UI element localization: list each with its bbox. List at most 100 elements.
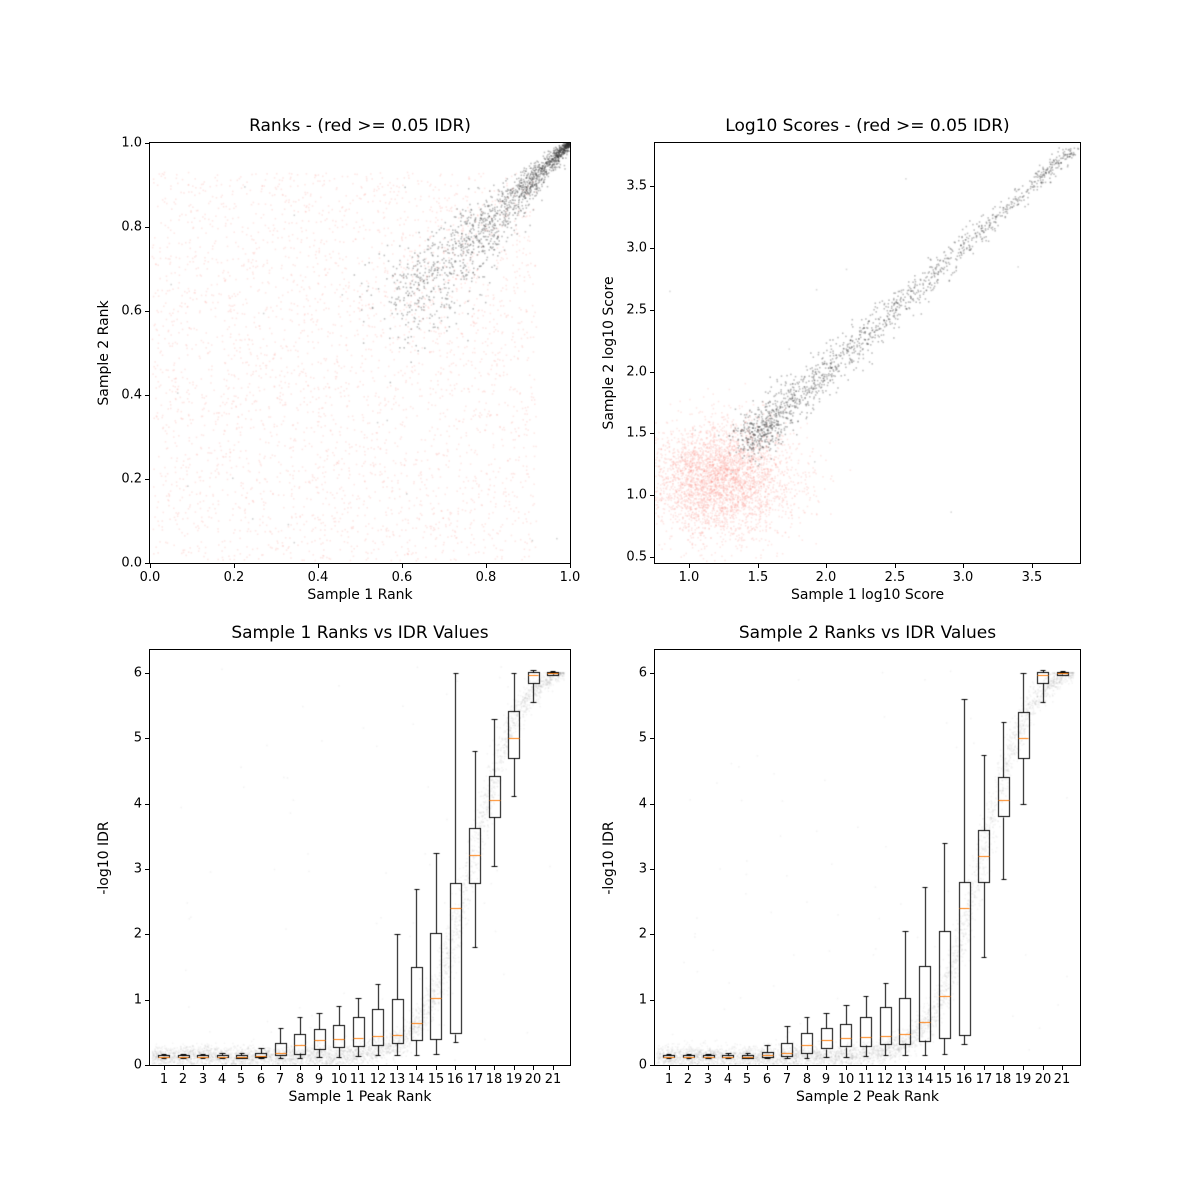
x-tick-mark — [234, 564, 235, 568]
x-tick-mark — [895, 564, 896, 568]
x-tick-label: 20 — [524, 1072, 542, 1087]
x-tick-label: 6 — [256, 1072, 266, 1087]
x-tick-mark — [1023, 1066, 1024, 1070]
x-tick-label: 2 — [683, 1072, 693, 1087]
y-tick-mark — [145, 869, 149, 870]
x-tick-mark — [402, 564, 403, 568]
x-tick-mark — [318, 564, 319, 568]
x-tick-mark — [486, 564, 487, 568]
x-tick-label: 8 — [295, 1072, 305, 1087]
y-tick-label: 1.0 — [121, 135, 142, 151]
x-tick-label: 8 — [802, 1072, 812, 1087]
x-tick-mark — [688, 1066, 689, 1070]
y-tick-label: 2 — [638, 926, 647, 942]
y-tick-label: 1 — [133, 992, 142, 1008]
x-tick-label: 16 — [446, 1072, 464, 1087]
y-tick-mark — [650, 804, 654, 805]
x-tick-label: 20 — [1034, 1072, 1052, 1087]
x-tick-mark — [300, 1066, 301, 1070]
x-tick-label: 3.5 — [1021, 570, 1043, 585]
x-tick-label: 16 — [955, 1072, 973, 1087]
x-tick-mark — [984, 1066, 985, 1070]
y-tick-mark — [145, 143, 149, 144]
y-tick-mark — [650, 372, 654, 373]
y-tick-mark — [145, 227, 149, 228]
y-tick-mark — [145, 934, 149, 935]
x-tick-mark — [514, 1066, 515, 1070]
y-tick-label: 5 — [133, 730, 142, 746]
xlabel-log10-scores: Sample 1 log10 Score — [790, 587, 945, 603]
x-tick-mark — [436, 1066, 437, 1070]
xlabel-sample2-idr: Sample 2 Peak Rank — [796, 1089, 939, 1105]
plot-canvas-sample2-idr — [654, 649, 1081, 1066]
x-tick-label: 0.4 — [307, 570, 329, 585]
y-tick-mark — [650, 433, 654, 434]
x-tick-mark — [826, 564, 827, 568]
xlabel-ranks: Sample 1 Rank — [307, 587, 413, 603]
x-tick-mark — [553, 1066, 554, 1070]
y-tick-label: 4 — [638, 796, 647, 812]
plot-title-ranks: Ranks - (red >= 0.05 IDR) — [249, 116, 471, 136]
y-tick-mark — [650, 495, 654, 496]
x-tick-label: 1.5 — [747, 570, 769, 585]
y-tick-mark — [650, 248, 654, 249]
xlabel-sample1-idr: Sample 1 Peak Rank — [288, 1089, 432, 1105]
x-tick-mark — [533, 1066, 534, 1070]
x-tick-mark — [925, 1066, 926, 1070]
x-tick-mark — [767, 1066, 768, 1070]
x-tick-label: 4 — [217, 1072, 227, 1087]
x-tick-label: 9 — [821, 1072, 831, 1087]
x-tick-mark — [203, 1066, 204, 1070]
x-tick-label: 0.8 — [475, 570, 497, 585]
y-tick-label: 3 — [638, 861, 647, 877]
x-tick-mark — [846, 1066, 847, 1070]
y-tick-label: 6 — [638, 665, 647, 681]
x-tick-label: 17 — [466, 1072, 484, 1087]
y-tick-mark — [145, 1065, 149, 1066]
x-tick-mark — [222, 1066, 223, 1070]
y-tick-label: 0 — [133, 1057, 142, 1073]
y-tick-mark — [145, 738, 149, 739]
plot-canvas-sample1-idr — [149, 649, 571, 1066]
x-tick-mark — [689, 564, 690, 568]
x-tick-label: 0.0 — [139, 570, 161, 585]
x-tick-mark — [261, 1066, 262, 1070]
y-tick-mark — [650, 557, 654, 558]
x-tick-mark — [963, 564, 964, 568]
x-tick-label: 0.2 — [223, 570, 245, 585]
x-tick-label: 3.0 — [952, 570, 974, 585]
x-tick-label: 1.0 — [559, 570, 581, 585]
x-tick-label: 15 — [935, 1072, 953, 1087]
x-tick-mark — [964, 1066, 965, 1070]
y-tick-label: 2.5 — [626, 302, 647, 318]
y-tick-mark — [650, 186, 654, 187]
x-tick-mark — [905, 1066, 906, 1070]
y-tick-label: 4 — [133, 796, 142, 812]
y-tick-mark — [650, 310, 654, 311]
y-tick-label: 1.0 — [626, 487, 647, 503]
y-tick-mark — [145, 395, 149, 396]
plot-title-sample2-idr: Sample 2 Ranks vs IDR Values — [738, 623, 997, 643]
x-tick-label: 11 — [349, 1072, 367, 1087]
y-tick-mark — [650, 1000, 654, 1001]
x-tick-label: 6 — [762, 1072, 772, 1087]
y-tick-mark — [650, 738, 654, 739]
y-tick-mark — [650, 869, 654, 870]
x-tick-mark — [1043, 1066, 1044, 1070]
x-tick-mark — [807, 1066, 808, 1070]
x-tick-mark — [455, 1066, 456, 1070]
y-tick-label: 3 — [133, 861, 142, 877]
y-tick-mark — [145, 311, 149, 312]
y-tick-label: 0.8 — [121, 219, 142, 235]
x-tick-mark — [339, 1066, 340, 1070]
x-tick-mark — [319, 1066, 320, 1070]
x-tick-label: 13 — [388, 1072, 406, 1087]
x-tick-mark — [397, 1066, 398, 1070]
x-tick-mark — [1032, 564, 1033, 568]
x-tick-mark — [747, 1066, 748, 1070]
y-tick-label: 2.0 — [626, 364, 647, 380]
x-tick-mark — [183, 1066, 184, 1070]
x-tick-label: 2.0 — [815, 570, 837, 585]
ylabel-log10-scores: Sample 2 log10 Score — [601, 276, 617, 430]
y-tick-label: 5 — [638, 730, 647, 746]
